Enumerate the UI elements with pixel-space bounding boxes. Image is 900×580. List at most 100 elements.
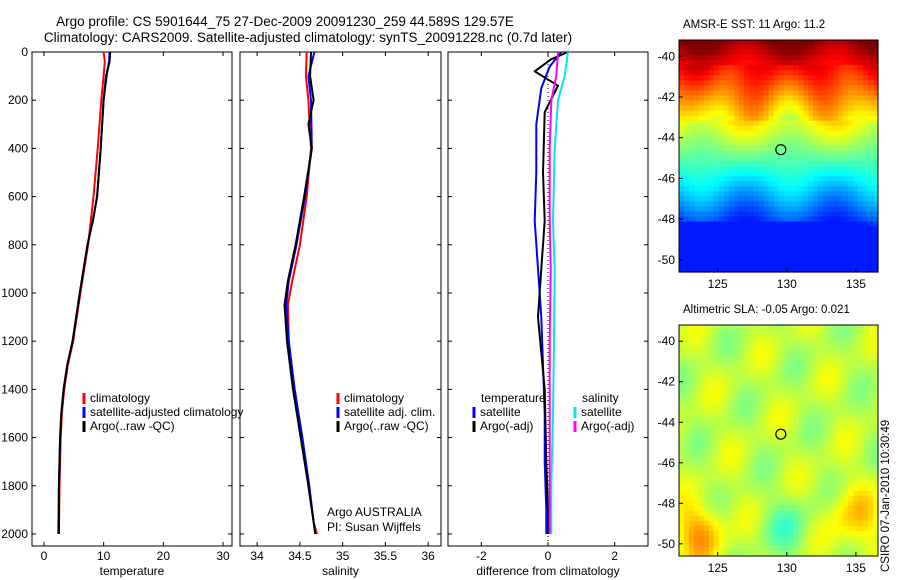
sst-map-cell: [833, 266, 839, 273]
sst-map-cell: [708, 201, 715, 208]
annotation-line: Argo AUSTRALIA: [327, 505, 422, 519]
sst-map-cell: [758, 206, 765, 213]
sst-map-cell: [813, 140, 819, 147]
sst-map-cell: [798, 120, 804, 127]
sst-map-cell: [763, 70, 770, 76]
sst-map-cell: [873, 100, 879, 107]
sst-map-cell: [683, 236, 690, 243]
sla-map-cell: [738, 525, 745, 532]
sla-map-cell: [808, 350, 814, 356]
sla-map-cell: [868, 450, 874, 457]
sst-map-cell: [783, 40, 790, 46]
sla-map-cell: [853, 495, 859, 502]
sst-map-cell: [713, 145, 720, 152]
panel-frame-difference: [447, 51, 649, 547]
sst-map-cell: [823, 95, 829, 102]
sla-map-cell: [763, 350, 770, 356]
sla-map-cell: [833, 340, 839, 346]
sst-map-cell: [743, 231, 750, 238]
sla-map-cell: [708, 460, 715, 467]
sst-map-cell: [693, 246, 700, 253]
sla-map-cell: [818, 370, 824, 376]
sla-map-cell: [848, 445, 854, 452]
sst-map-cell: [743, 50, 750, 56]
sst-map-cell: [848, 236, 854, 243]
sst-map-cell: [688, 251, 695, 258]
sst-map-cell: [743, 251, 750, 258]
sst-map-cell: [748, 211, 755, 218]
sst-map-cell: [768, 251, 775, 258]
sla-map-cell: [843, 420, 849, 427]
sla-map-cell: [808, 340, 814, 346]
sst-map-cell: [788, 90, 795, 97]
sla-map-cell: [703, 445, 710, 452]
sst-map-cell: [679, 65, 685, 71]
sst-map-cell: [798, 156, 804, 162]
sst-map-cell: [728, 70, 735, 76]
sla-map-cell: [773, 440, 780, 447]
legend-label: Argo(..raw -QC): [344, 419, 429, 433]
sla-map-cell: [718, 405, 725, 411]
sla-map-cell: [733, 425, 740, 432]
sst-map-cell: [778, 236, 785, 243]
sst-map-cell: [863, 246, 869, 253]
sla-map-cell: [808, 360, 814, 366]
sst-map-cell: [848, 171, 854, 177]
sla-map-cell: [853, 490, 859, 497]
sla-map-cell: [863, 400, 869, 406]
sst-map-cell: [733, 161, 740, 167]
sla-map-cell: [768, 515, 775, 522]
sla-map-cell: [758, 545, 765, 552]
sst-map-cell: [698, 65, 705, 71]
sst-map-cell: [858, 115, 864, 122]
sst-map-cell: [679, 171, 685, 177]
sst-map-cell: [773, 191, 780, 197]
sst-map-cell: [718, 266, 725, 273]
sst-map-cell: [833, 130, 839, 137]
sla-map-cell: [868, 335, 874, 341]
sst-map-cell: [703, 221, 710, 228]
sla-map-cell: [778, 495, 785, 502]
sst-map-cell: [843, 45, 849, 51]
sla-map-cell: [803, 460, 809, 467]
sst-map-cell: [813, 70, 819, 76]
sla-map-cell: [683, 400, 690, 406]
sst-map-cell: [863, 161, 869, 167]
sst-map-cell: [683, 130, 690, 137]
sst-map-cell: [728, 191, 735, 197]
sst-map-cell: [703, 201, 710, 208]
sla-map-cell: [688, 325, 695, 331]
sla-map-cell: [868, 485, 874, 492]
sla-map-cell: [858, 470, 864, 477]
sst-map-cell: [803, 135, 809, 142]
sst-map-cell: [703, 50, 710, 56]
sst-map-cell: [768, 196, 775, 202]
sla-map-cell: [868, 465, 874, 472]
sla-map-cell: [818, 400, 824, 406]
sla-map-cell: [813, 435, 819, 442]
sla-map-cell: [828, 520, 834, 527]
sst-map-cell: [783, 191, 790, 197]
sst-map-cell: [679, 40, 685, 46]
sst-map-cell: [728, 211, 735, 218]
sla-map-cell: [863, 410, 869, 416]
sst-map-cell: [793, 90, 799, 97]
sla-map-cell: [848, 420, 854, 427]
sla-map-cell: [679, 470, 685, 477]
sla-map-cell: [798, 325, 804, 331]
sla-map-cell: [833, 485, 839, 492]
sla-map-cell: [723, 505, 730, 512]
sla-map-cell: [743, 515, 750, 522]
sst-map-cell: [793, 115, 799, 122]
sla-map-cell: [753, 380, 760, 386]
sst-map-cell: [828, 145, 834, 152]
sst-map-cell: [693, 135, 700, 142]
sst-map-cell: [679, 105, 685, 112]
sla-map-cell: [783, 520, 790, 527]
sst-map-cell: [813, 130, 819, 137]
sla-map-cell: [703, 360, 710, 366]
sst-map-cell: [823, 75, 829, 81]
sst-map-cell: [868, 120, 874, 127]
sst-map-cell: [763, 241, 770, 248]
sst-map-cell: [868, 150, 874, 157]
